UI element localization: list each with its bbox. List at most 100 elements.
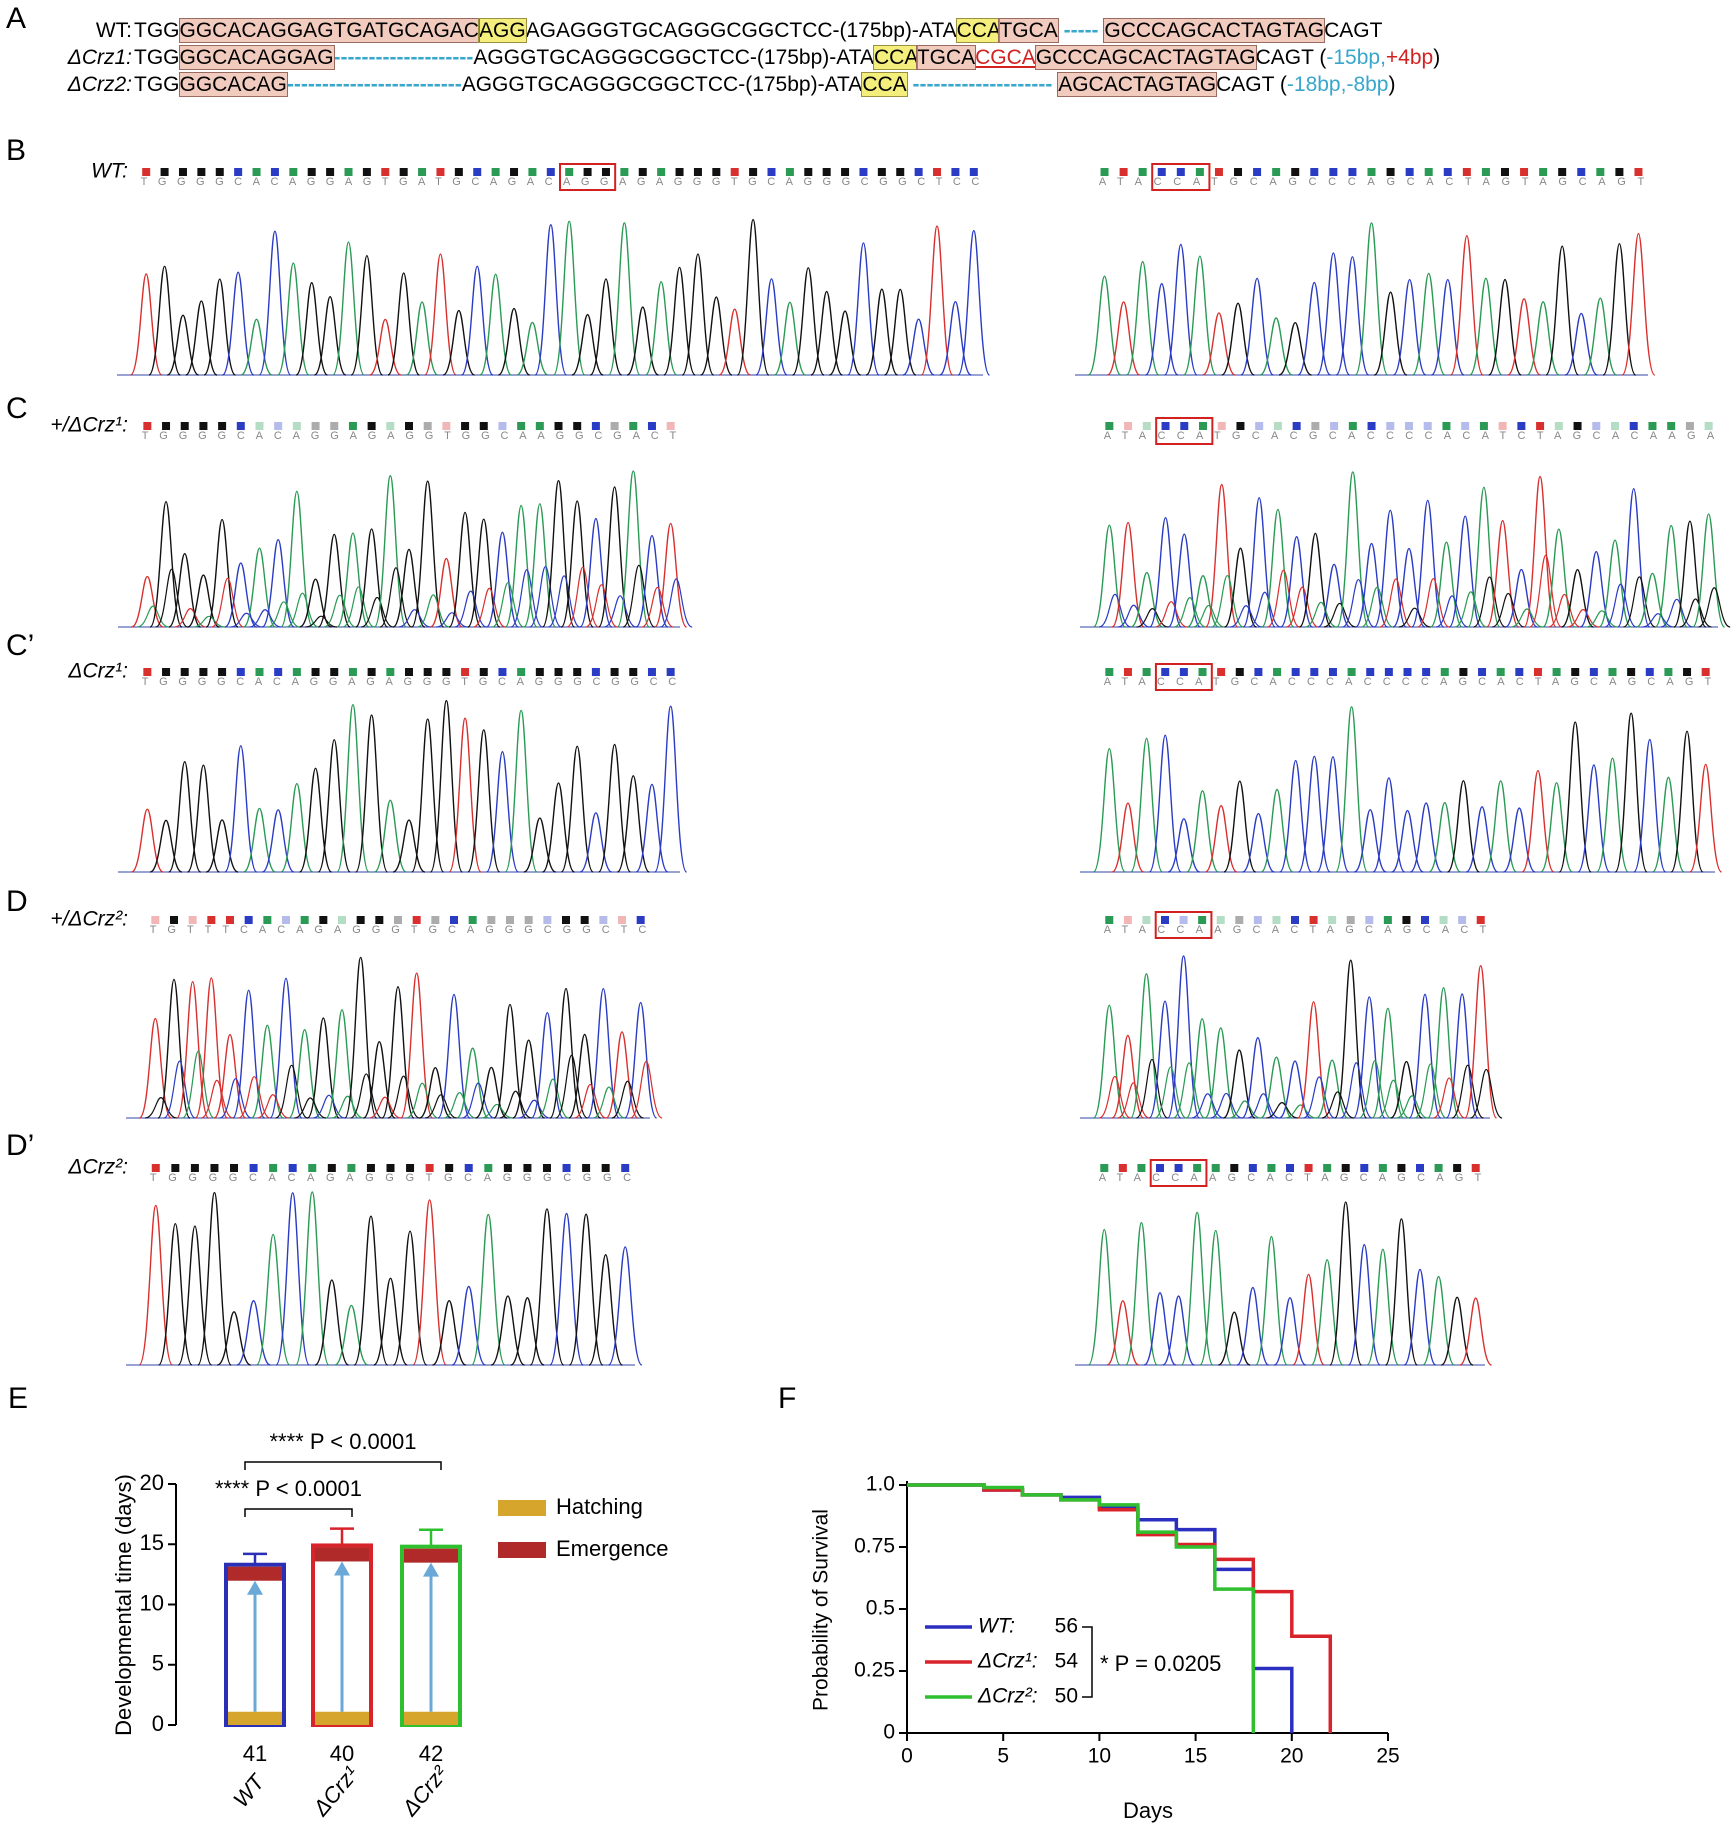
base-call-square (292, 668, 301, 676)
trace-peak (1390, 1060, 1423, 1119)
base-call-square (1123, 668, 1132, 676)
base-call-square (356, 916, 365, 924)
y-tick-label: 1.0 (866, 1473, 895, 1496)
trace-peak (1598, 539, 1632, 628)
x-tick-label: WT (228, 1769, 270, 1812)
trace-peak (1111, 521, 1145, 628)
trace-peak (1267, 569, 1300, 628)
base-call-square (1328, 668, 1337, 676)
base-call-square (1500, 168, 1509, 176)
trace-peak (275, 1192, 310, 1366)
base-call-square (1161, 916, 1169, 924)
y-tick-label: 20 (140, 1470, 164, 1495)
base-call-square (1248, 1164, 1257, 1172)
base-call-square (523, 1164, 532, 1172)
trace-peak (510, 1297, 545, 1366)
base-call-square (1323, 1164, 1332, 1172)
trace-peak (299, 578, 332, 628)
sample-label: +/ΔCrz²: (50, 908, 128, 931)
trace-peak (1180, 1211, 1214, 1366)
base-call-square (1174, 1164, 1183, 1172)
base-call-square (468, 916, 477, 924)
trace-peak (249, 609, 282, 628)
trace-peak (1167, 818, 1201, 873)
trace-peak (205, 518, 239, 628)
trace-peak (182, 1050, 215, 1119)
trace-peak (560, 500, 594, 628)
base-call-square (442, 422, 451, 430)
trace-peak (1698, 587, 1731, 628)
trace-peak (1098, 1075, 1131, 1119)
trace-peak (224, 745, 258, 873)
base-call-square (503, 1164, 512, 1172)
base-call-square (767, 168, 776, 176)
base-call-square (1105, 916, 1114, 924)
base-call-square (1195, 168, 1204, 176)
trace-peak (462, 1082, 495, 1119)
base-call-square (210, 1164, 219, 1172)
base-call-square (1309, 916, 1318, 924)
sequence-segment: TGG (134, 73, 180, 96)
base-sequence: ATACCATGCACCCACCCCAGCACTAGCAGCAGT (1104, 676, 1712, 688)
base-call-square (180, 422, 189, 430)
trace-peak (518, 1099, 551, 1119)
sequence-row: ΔCrz1:TGGGGCACAGGAG--------------------A… (0, 45, 1440, 71)
base-call-square (621, 1164, 630, 1172)
trace-peak (412, 1199, 447, 1366)
trace-peak (387, 1075, 420, 1119)
trace-peak (1303, 1076, 1336, 1119)
base-call-square (311, 668, 320, 676)
row-label: ΔCrz2: (67, 73, 132, 96)
trace-peak (568, 1033, 602, 1119)
base-call-square (450, 916, 458, 924)
trace-peak (607, 1246, 643, 1366)
base-call-square (1348, 168, 1357, 176)
base-call-square (914, 168, 923, 176)
trace-peak (663, 266, 696, 376)
trace-peak (1124, 1222, 1158, 1366)
trace-peak (280, 490, 314, 628)
sample-label: WT: (91, 160, 128, 183)
trace-peak (1384, 1218, 1418, 1366)
base-call-square (479, 668, 488, 676)
trace-peak (1218, 1311, 1251, 1366)
base-call-square (1405, 168, 1414, 176)
trace-peak (236, 1300, 271, 1366)
trace-peak (1492, 592, 1525, 628)
base-call-square (1161, 422, 1170, 430)
survival-curve (907, 1483, 1256, 1733)
base-call-square (1217, 422, 1226, 430)
trace-peak (1329, 1201, 1363, 1366)
base-call-square (362, 168, 371, 176)
trace-peak (1379, 578, 1413, 628)
base-call-square (554, 422, 563, 430)
base-call-square (1292, 422, 1301, 430)
base-call-square (1405, 422, 1413, 430)
base-call-square (288, 1164, 297, 1172)
base-call-square (197, 168, 206, 176)
base-call-square (289, 168, 298, 176)
sequence-segment: AGAGGGTGCAGGGCGGCTCC-(175bp)-ATA (525, 19, 957, 42)
base-call-square (274, 668, 283, 676)
trace-peak (1162, 1295, 1195, 1366)
base-call-square (188, 916, 197, 924)
trace-peak (1284, 1104, 1317, 1119)
base-call-square (1554, 422, 1563, 430)
trace-peak (1545, 245, 1580, 376)
trace-peak (1092, 747, 1126, 873)
trace-peak (534, 223, 568, 376)
legend-count: 54 (1055, 1650, 1079, 1673)
base-call-square (142, 168, 151, 176)
trace-peak (1427, 987, 1461, 1119)
x-tick-label: ΔCrz² (396, 1761, 452, 1821)
base-call-square (1119, 168, 1128, 176)
base-call-square (1304, 1164, 1313, 1172)
base-call-square (1515, 668, 1524, 676)
trace-peak (1106, 1300, 1140, 1366)
trace-peak (1185, 790, 1220, 873)
trace-peak (536, 1078, 570, 1119)
trace-peak (828, 310, 862, 376)
base-call-square (647, 668, 656, 676)
trace-peak (1579, 551, 1613, 628)
base-call-square (207, 916, 216, 924)
